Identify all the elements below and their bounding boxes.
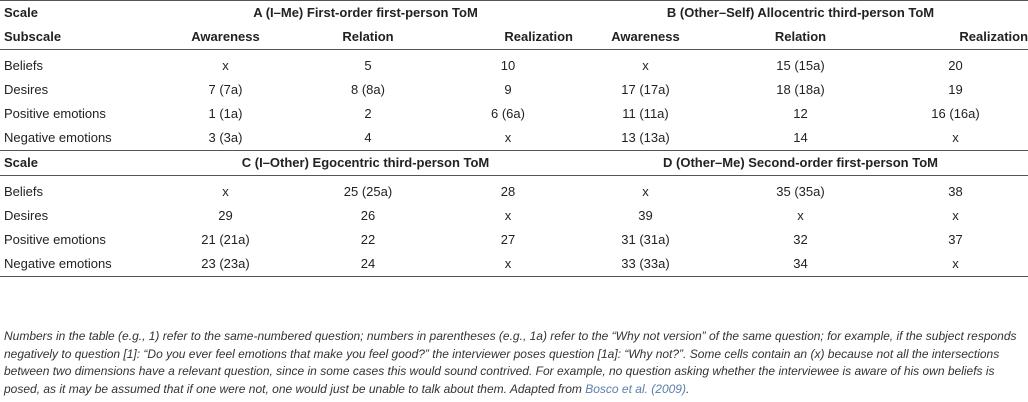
table-row: Desires 29 26 x 39 x x	[0, 204, 1028, 228]
table-row: Negative emotions 3 (3a) 4 x 13 (13a) 14…	[0, 126, 1028, 151]
panel-d-header: D (Other–Me) Second-order first-person T…	[573, 150, 1028, 176]
table-cell: 17 (17a)	[621, 82, 670, 97]
table-cell: 31 (31a)	[621, 232, 670, 247]
subheader-realization: Realization	[883, 25, 1028, 50]
table-cell: 10	[500, 58, 516, 73]
table-cell: 15 (15a)	[776, 58, 825, 73]
table-cell: 6 (6a)	[491, 106, 525, 121]
table-cell: 5	[364, 58, 372, 73]
table-row: Positive emotions 1 (1a) 2 6 (6a) 11 (11…	[0, 102, 1028, 126]
subheader-awareness: Awareness	[573, 25, 718, 50]
table-row: Beliefs x 25 (25a) 28 x 35 (35a) 38	[0, 176, 1028, 205]
table-cell: 2	[364, 106, 372, 121]
table-cell: 37	[948, 232, 963, 247]
table-cell: 7 (7a)	[208, 82, 243, 97]
scale-header: Scale	[0, 150, 158, 176]
row-label: Negative emotions	[0, 252, 158, 277]
subheader-relation: Relation	[718, 25, 883, 50]
table-cell: x	[443, 126, 573, 151]
table-cell: 4	[293, 126, 443, 151]
row-label: Desires	[4, 82, 49, 97]
footnote-text: Numbers in the table (e.g., 1) refer to …	[4, 329, 1017, 396]
table-cell: x	[222, 184, 229, 199]
table-cell: x	[883, 126, 1028, 151]
table-cell: 32	[793, 232, 808, 247]
table-cell: 20	[948, 58, 963, 73]
table-footnote: Numbers in the table (e.g., 1) refer to …	[4, 328, 1024, 398]
subscale-header: Subscale	[0, 25, 158, 50]
table-cell: 21 (21a)	[201, 232, 250, 247]
table-row: Positive emotions 21 (21a) 22 27 31 (31a…	[0, 228, 1028, 252]
subheader-awareness: Awareness	[158, 25, 293, 50]
row-label: Positive emotions	[4, 106, 106, 121]
table-cell: x	[797, 208, 804, 223]
row-label: Beliefs	[4, 58, 44, 73]
table-cell: x	[952, 208, 959, 223]
panel-a-header: A (I–Me) First-order first-person ToM	[158, 0, 573, 25]
reference-link[interactable]: Bosco et al. (2009)	[585, 381, 686, 396]
table-cell: 9	[504, 82, 512, 97]
table-cell: x	[883, 252, 1028, 277]
table-cell: 34	[718, 252, 883, 277]
subheader-relation: Relation	[293, 25, 443, 50]
panel-c-header: C (I–Other) Egocentric third-person ToM	[158, 150, 573, 176]
table-cell: 33 (33a)	[573, 252, 718, 277]
table-cell: 24	[293, 252, 443, 277]
row-label: Desires	[4, 208, 49, 223]
table-cell: 38	[948, 184, 963, 199]
table-cell: 29	[218, 208, 233, 223]
table-cell: 16 (16a)	[931, 106, 980, 121]
table-cell: 13 (13a)	[573, 126, 718, 151]
table-cell: 3 (3a)	[158, 126, 293, 151]
table-cell: 26	[360, 208, 376, 223]
table-cell: 22	[360, 232, 376, 247]
table-cell: 12	[793, 106, 808, 121]
row-label: Beliefs	[4, 184, 44, 199]
panel-ab-header-row: Scale A (I–Me) First-order first-person …	[0, 0, 1028, 25]
subscale-header-row: Subscale Awareness Relation Realization …	[0, 25, 1028, 50]
table-cell: x	[642, 184, 649, 199]
table-cell: 39	[638, 208, 653, 223]
footnote-end: .	[685, 381, 690, 396]
row-label: Negative emotions	[0, 126, 158, 151]
table-row: Beliefs x 5 10 x 15 (15a) 20	[0, 50, 1028, 79]
table-cell: 18 (18a)	[776, 82, 825, 97]
table-cell: 25 (25a)	[343, 184, 393, 199]
table-cell: 35 (35a)	[776, 184, 825, 199]
subheader-realization: Realization	[443, 25, 573, 50]
scale-header: Scale	[0, 0, 158, 25]
row-label: Positive emotions	[4, 232, 106, 247]
table-cell: 27	[500, 232, 516, 247]
table-cell: 19	[948, 82, 963, 97]
table-cell: 14	[718, 126, 883, 151]
panel-cd-header-row: Scale C (I–Other) Egocentric third-perso…	[0, 150, 1028, 176]
table-cell: 23 (23a)	[158, 252, 293, 277]
table-cell: x	[504, 208, 512, 223]
table-cell: 28	[500, 184, 516, 199]
table-cell: 11 (11a)	[622, 106, 669, 121]
table-row: Desires 7 (7a) 8 (8a) 9 17 (17a) 18 (18a…	[0, 78, 1028, 102]
table-cell: x	[642, 58, 649, 73]
panel-b-header: B (Other–Self) Allocentric third-person …	[573, 0, 1028, 25]
table-cell: x	[443, 252, 573, 277]
table-row: Negative emotions 23 (23a) 24 x 33 (33a)…	[0, 252, 1028, 277]
table-cell: x	[222, 58, 229, 73]
table-cell: 1 (1a)	[208, 106, 243, 121]
tom-table: Scale A (I–Me) First-order first-person …	[0, 0, 1028, 277]
table-cell: 8 (8a)	[351, 82, 385, 97]
